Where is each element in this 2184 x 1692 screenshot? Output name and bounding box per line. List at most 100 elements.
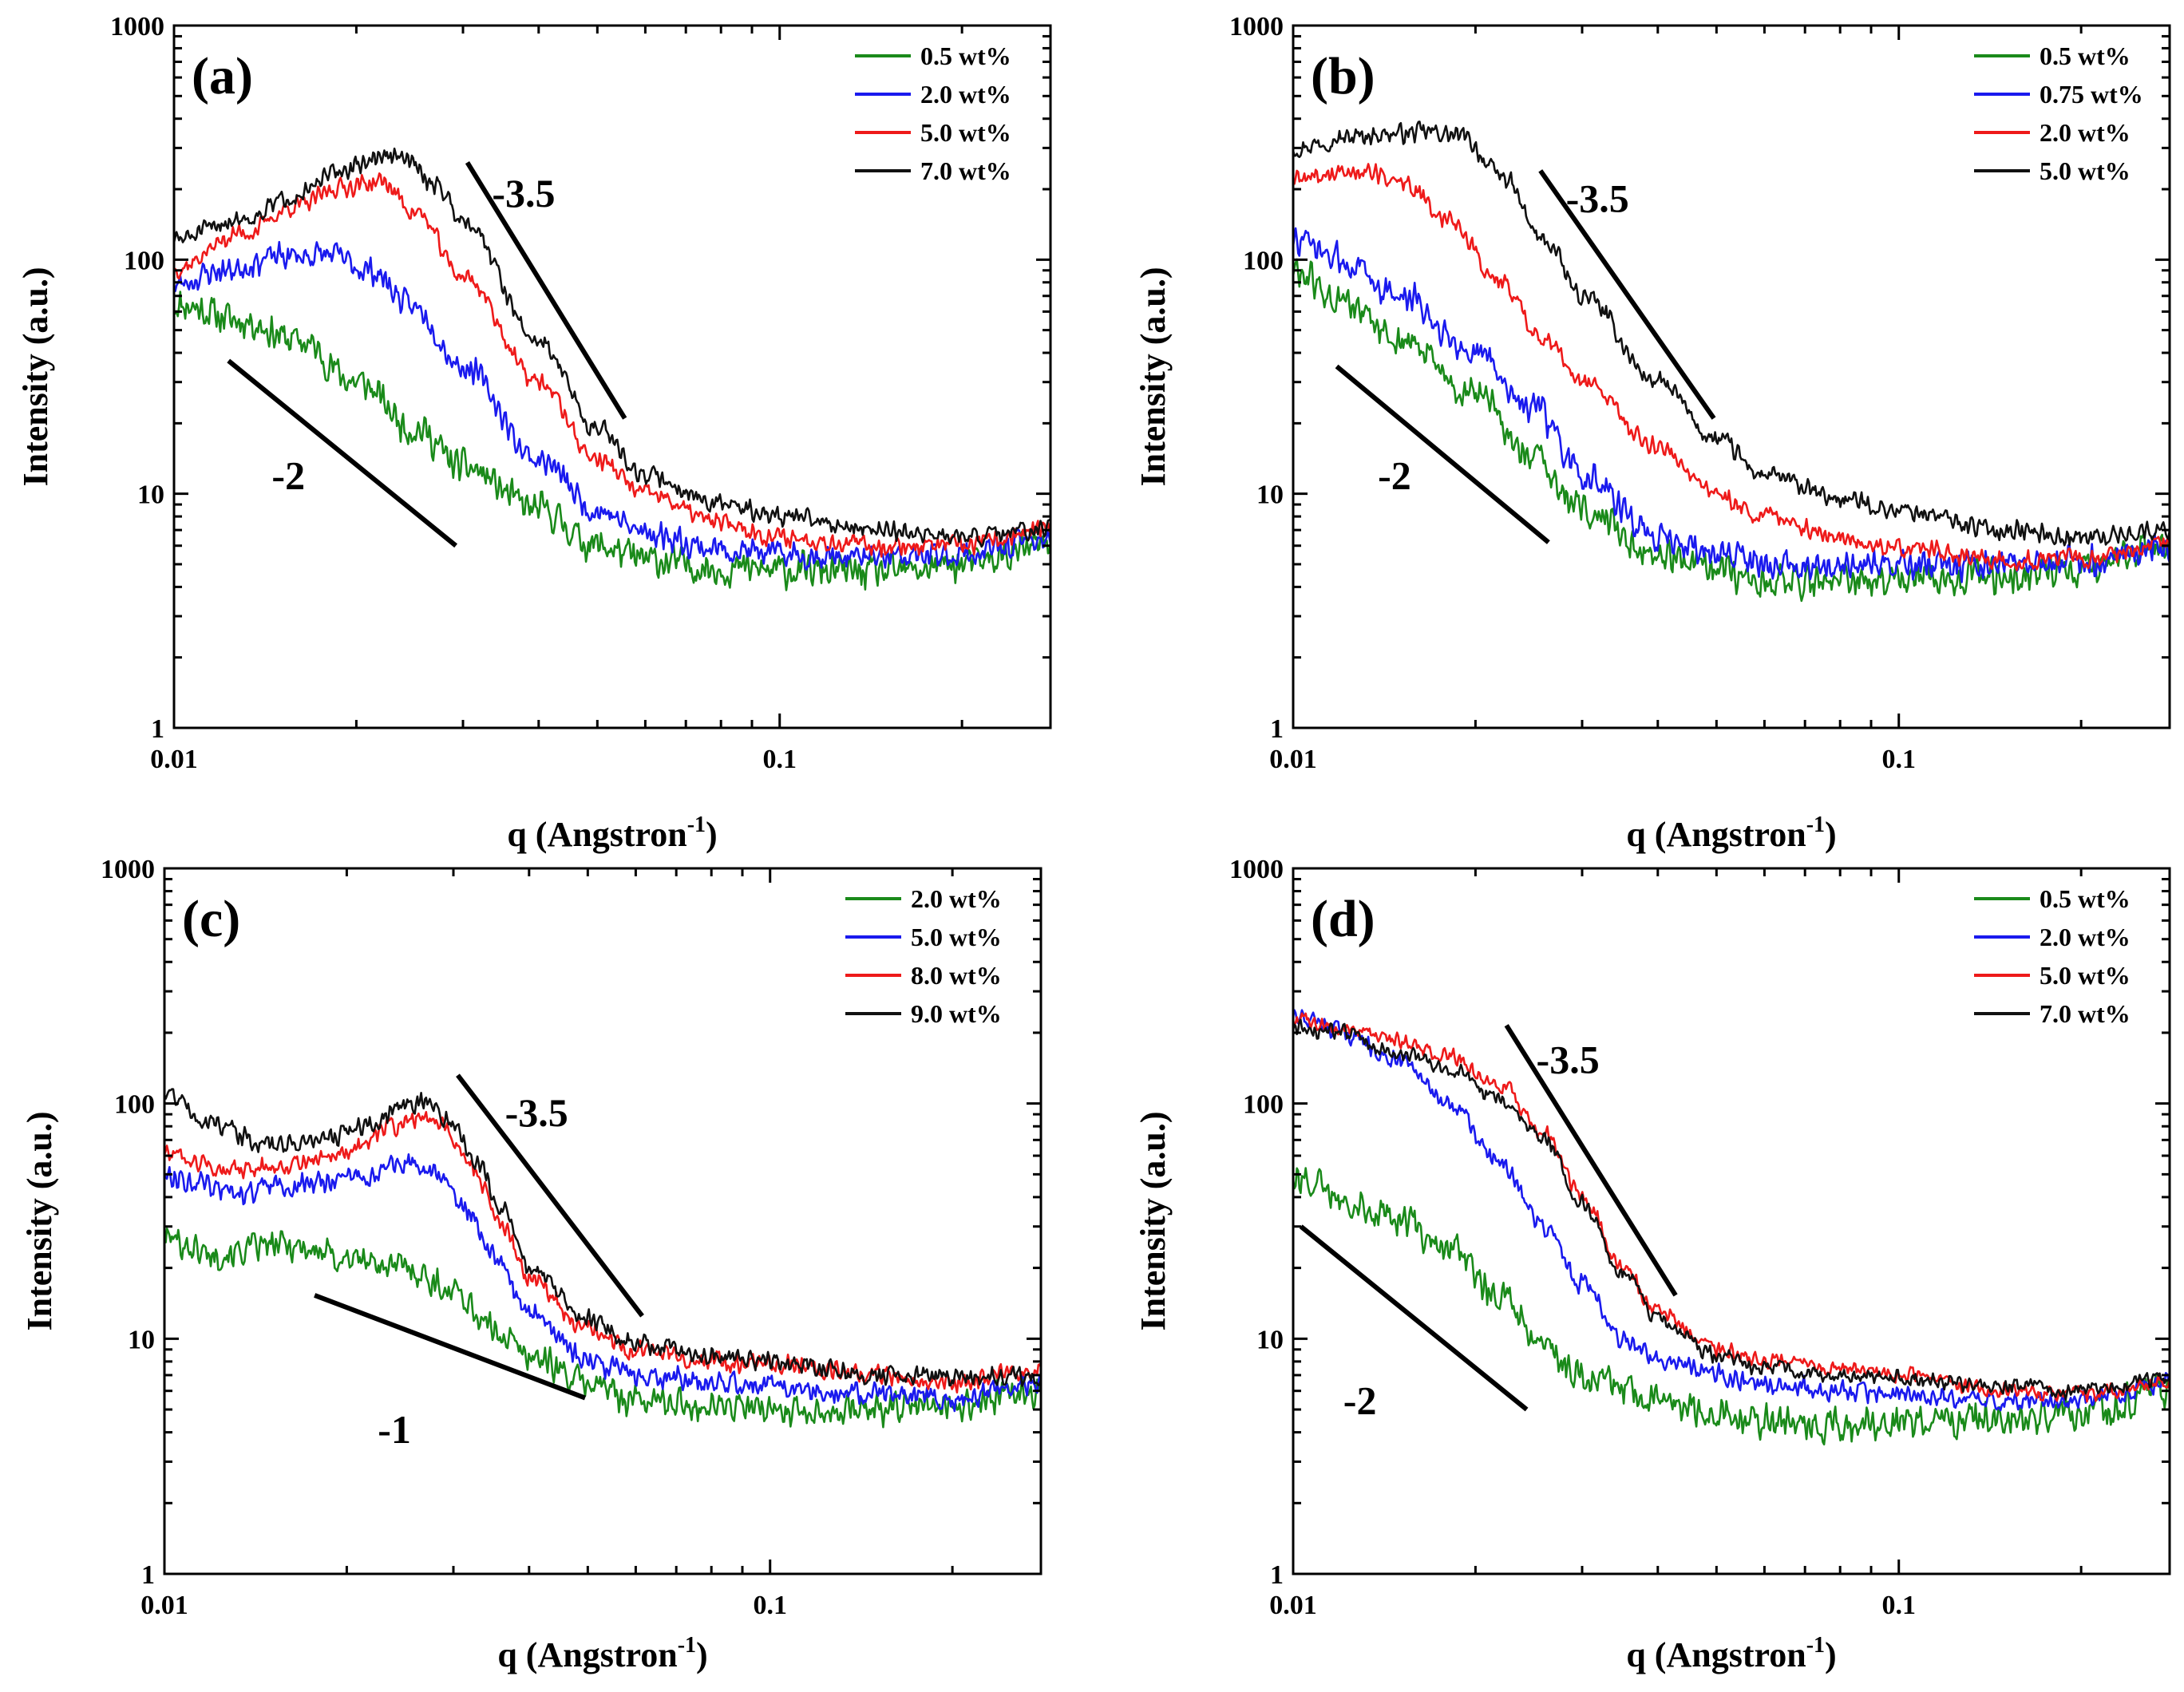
legend-label: 5.0 wt% <box>920 118 1011 147</box>
slope-guide-line <box>227 358 457 548</box>
series-line-2-0wt-wt <box>174 240 1050 571</box>
x-tick-label: 0.01 <box>1269 745 1317 774</box>
series-line-2-0wt-wt <box>1293 163 2170 571</box>
panel-label: (b) <box>1311 47 1375 105</box>
y-tick-label: 1 <box>1270 1560 1284 1590</box>
series-line-5-0wt-wt <box>164 1153 1041 1413</box>
y-tick-label: 1000 <box>1229 12 1284 42</box>
slope-guide-line <box>1504 1024 1678 1297</box>
series-line-5-0wt-wt <box>174 172 1050 558</box>
x-tick-label: 0.1 <box>753 1591 787 1620</box>
series-line-0-5wt-wt <box>174 291 1050 591</box>
legend: 2.0 wt% 5.0 wt% 8.0 wt% 9.0 wt% <box>845 884 1002 1028</box>
y-axis-title: Intensity (a.u.) <box>1134 267 1173 486</box>
legend-label: 2.0 wt% <box>2040 923 2131 951</box>
plot-frame <box>172 24 1052 729</box>
plot-frame <box>1292 24 2171 729</box>
slope-label: -3.5 <box>1566 176 1629 220</box>
panel-label: (d) <box>1311 890 1375 948</box>
panel-label: (c) <box>182 890 240 948</box>
series-line-0-75wt-wt <box>1293 227 2170 583</box>
series-line-7-0wt-wt <box>1293 1018 2170 1401</box>
legend-label: 0.75 wt% <box>2040 80 2143 109</box>
y-axis-title: Intensity (a.u.) <box>20 1111 59 1330</box>
slope-guide-line <box>1538 169 1716 420</box>
x-tick-label: 0.01 <box>1269 1591 1317 1620</box>
series-line-5-0wt-wt <box>1293 1012 2170 1403</box>
legend-label: 5.0 wt% <box>911 923 1002 951</box>
y-tick-label: 1000 <box>1229 855 1284 884</box>
y-tick-label: 100 <box>114 1090 155 1120</box>
legend-label: 0.5 wt% <box>2040 884 2131 913</box>
series-line-7-0wt-wt <box>174 147 1050 548</box>
slope-label: -3.5 <box>505 1090 568 1135</box>
legend-label: 0.5 wt% <box>920 42 1011 70</box>
series-group <box>164 1088 1041 1429</box>
x-axis-title: q (Angstron-1) <box>1626 1633 1836 1674</box>
series-line-0-5wt-wt <box>1293 1167 2170 1446</box>
slope-label: -1 <box>378 1407 411 1452</box>
x-tick-label: 0.01 <box>150 745 198 774</box>
series-group <box>1293 1009 2170 1446</box>
y-axis-title: Intensity (a.u.) <box>1134 1111 1173 1330</box>
series-line-9-0wt-wt <box>164 1088 1041 1387</box>
x-tick-label: 0.1 <box>762 745 797 774</box>
slope-guide-line <box>1299 1224 1529 1412</box>
y-tick-label: 1 <box>151 714 164 744</box>
legend-label: 2.0 wt% <box>911 884 1002 913</box>
slope-guide-line <box>465 161 627 420</box>
y-tick-label: 10 <box>137 480 164 510</box>
series-group <box>174 147 1050 591</box>
x-axis-title: q (Angstron-1) <box>507 812 717 854</box>
slope-guide-line <box>456 1073 644 1318</box>
plot-frame <box>1292 867 2171 1575</box>
slope-guide-line <box>314 1293 587 1401</box>
legend-label: 7.0 wt% <box>2040 999 2131 1028</box>
slope-label: -2 <box>1343 1378 1377 1422</box>
x-tick-label: 0.01 <box>140 1591 188 1620</box>
y-tick-label: 100 <box>124 246 164 275</box>
slope-label: -2 <box>271 453 305 497</box>
x-axis-title: q (Angstron-1) <box>497 1633 707 1674</box>
y-tick-label: 10 <box>1256 1325 1284 1354</box>
legend-label: 5.0 wt% <box>2040 961 2131 990</box>
legend-label: 7.0 wt% <box>920 156 1011 185</box>
slope-guide-line <box>1335 364 1550 544</box>
slope-label: -3.5 <box>1537 1037 1600 1081</box>
x-axis-title: q (Angstron-1) <box>1626 812 1836 854</box>
y-axis-title: Intensity (a.u.) <box>16 267 55 486</box>
series-line-8-0wt-wt <box>164 1111 1041 1394</box>
y-tick-label: 1000 <box>101 855 155 884</box>
chart-panel-b: 1 10 100 1000 0.01 0.1 q (Angstron-1) Intensity… <box>1134 12 2171 854</box>
plot-frame <box>163 867 1043 1575</box>
x-tick-label: 0.1 <box>1881 1591 1916 1620</box>
panel-label: (a) <box>192 47 253 105</box>
y-tick-label: 10 <box>1256 480 1284 510</box>
slope-label: -3.5 <box>492 171 555 215</box>
y-tick-label: 1000 <box>110 12 164 42</box>
legend-label: 9.0 wt% <box>911 999 1002 1028</box>
legend: 0.5 wt% 0.75 wt% 2.0 wt% 5.0 wt% <box>1974 42 2143 185</box>
chart-panel-c: 1 10 100 1000 0.01 0.1 q (Angstron-1) Intensity… <box>20 855 1043 1674</box>
legend-label: 2.0 wt% <box>2040 118 2131 147</box>
series-group <box>1293 121 2170 603</box>
chart-panel-a: 1 10 100 1000 0.01 0.1 q (Angstron-1) Intensity… <box>16 12 1052 854</box>
series-line-5-0wt-wt <box>1293 121 2170 547</box>
legend-label: 5.0 wt% <box>2040 156 2131 185</box>
legend-label: 0.5 wt% <box>2040 42 2131 70</box>
y-tick-label: 1 <box>1270 714 1284 744</box>
y-tick-label: 100 <box>1243 1090 1284 1120</box>
x-tick-label: 0.1 <box>1881 745 1916 774</box>
legend-label: 2.0 wt% <box>920 80 1011 109</box>
chart-panel-d: 1 10 100 1000 0.01 0.1 q (Angstron-1) Intensity… <box>1134 855 2171 1674</box>
legend-label: 8.0 wt% <box>911 961 1002 990</box>
y-tick-label: 10 <box>128 1325 155 1354</box>
legend: 0.5 wt% 2.0 wt% 5.0 wt% 7.0 wt% <box>855 42 1011 185</box>
legend: 0.5 wt% 2.0 wt% 5.0 wt% 7.0 wt% <box>1974 884 2131 1028</box>
slope-label: -2 <box>1378 453 1411 497</box>
y-tick-label: 1 <box>141 1560 155 1590</box>
series-line-0-5wt-wt <box>1293 258 2170 603</box>
y-tick-label: 100 <box>1243 246 1284 275</box>
series-line-2-0wt-wt <box>1293 1009 2170 1412</box>
